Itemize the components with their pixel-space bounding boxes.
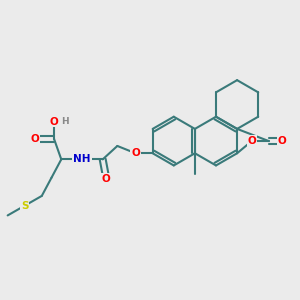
Text: O: O [131, 148, 140, 158]
Text: NH: NH [73, 154, 91, 164]
Text: S: S [21, 201, 28, 211]
Text: O: O [50, 117, 58, 127]
Text: O: O [247, 136, 256, 146]
Text: H: H [61, 117, 69, 126]
Text: O: O [30, 134, 39, 144]
Text: O: O [102, 174, 111, 184]
Text: O: O [278, 136, 286, 146]
